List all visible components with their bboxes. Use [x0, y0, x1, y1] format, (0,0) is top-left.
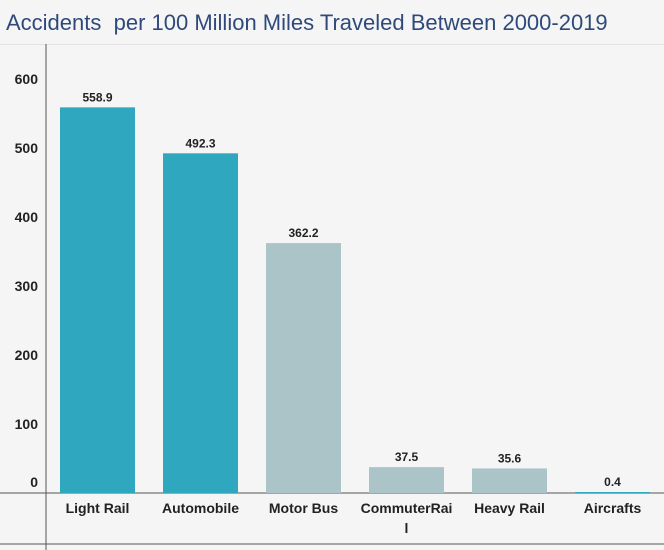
bar [369, 467, 444, 493]
y-tick-label: 0 [30, 474, 38, 490]
bar [472, 468, 547, 493]
value-label: 0.4 [604, 475, 621, 489]
y-ticks-group: 0 100 200 300 400 500 600 [15, 71, 39, 490]
chart-area: 558.9 492.3 362.2 37.5 35.6 0.4 0 100 200 300 400… [0, 44, 664, 550]
x-tick-label: Aircrafts [584, 500, 642, 516]
value-label: 362.2 [288, 226, 318, 240]
bar [266, 243, 341, 493]
value-label: 558.9 [82, 90, 112, 104]
x-ticks-group: Light Rail Automobile Motor Bus CommuterRai… [66, 500, 642, 536]
chart-title: Accidents per 100 Million Miles Traveled… [6, 10, 608, 35]
bar [163, 153, 238, 494]
value-label: 492.3 [185, 136, 215, 150]
y-tick-label: 300 [15, 278, 39, 294]
y-tick-label: 500 [15, 140, 39, 156]
x-tick-label: Automobile [162, 500, 239, 516]
y-tick-label: 100 [15, 416, 39, 432]
value-label: 35.6 [498, 451, 522, 465]
x-tick-label: CommuterRai [361, 500, 453, 516]
y-tick-label: 200 [15, 347, 39, 363]
bar [60, 107, 135, 493]
x-tick-label: Motor Bus [269, 500, 338, 516]
bar [575, 492, 650, 493]
value-label: 37.5 [395, 450, 419, 464]
bars-group [60, 107, 650, 494]
value-labels-group: 558.9 492.3 362.2 37.5 35.6 0.4 [82, 90, 621, 489]
y-tick-label: 400 [15, 209, 39, 225]
x-tick-label: l [405, 520, 409, 536]
x-tick-label: Heavy Rail [474, 500, 545, 516]
y-tick-label: 600 [15, 71, 39, 87]
x-tick-label: Light Rail [66, 500, 130, 516]
